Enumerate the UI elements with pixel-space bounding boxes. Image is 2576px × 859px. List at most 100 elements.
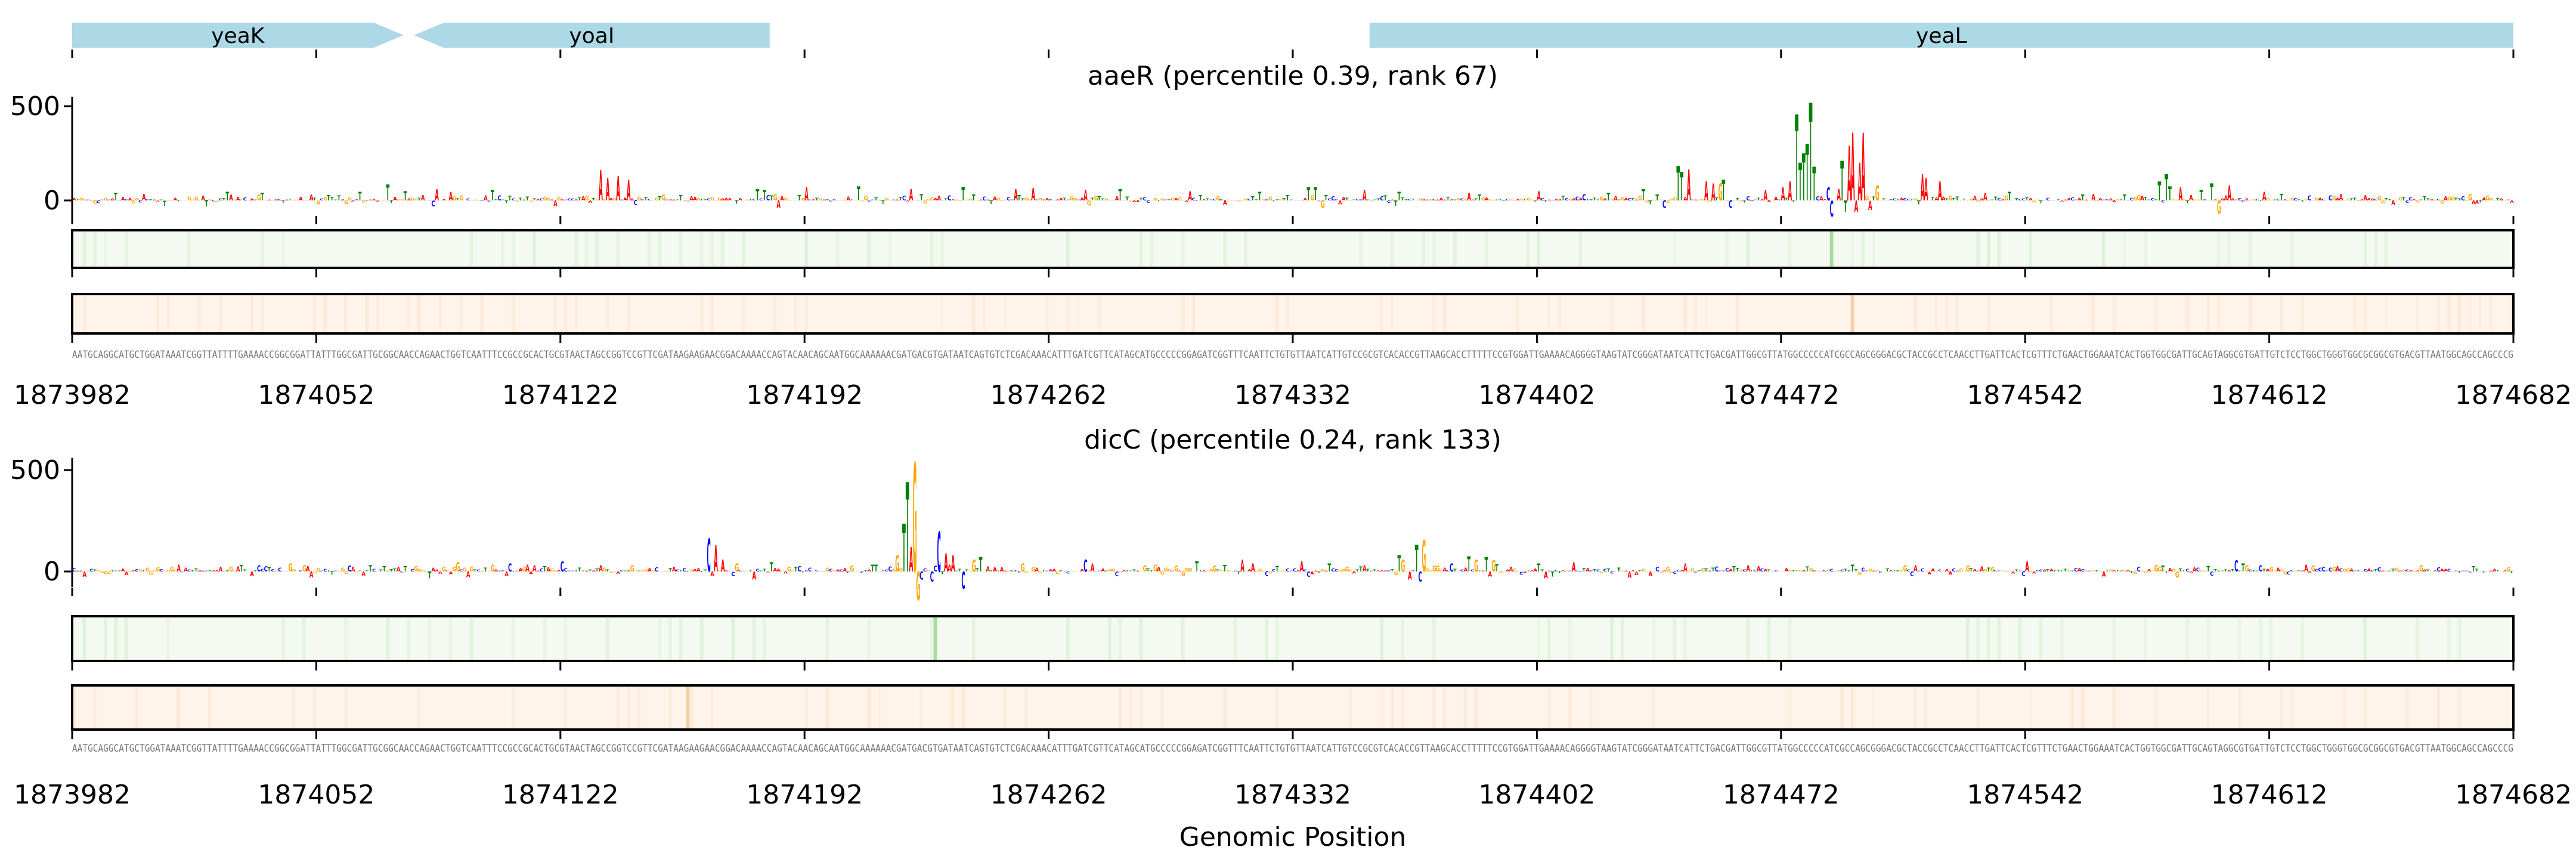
heatmap-cell <box>1767 616 1771 661</box>
logo-letter: A <box>198 570 202 572</box>
logo-letter: T <box>484 567 487 573</box>
logo-letter: G <box>340 567 345 573</box>
heatmap-cell <box>2091 294 2095 333</box>
heatmap-cell <box>605 294 609 333</box>
logo-letter: A <box>1485 197 1490 202</box>
logo-letter: A <box>2102 571 2106 579</box>
logo-letter: C <box>261 568 265 573</box>
logo-letter: A <box>672 200 676 201</box>
logo-letter: A <box>1851 115 1855 223</box>
logo-letter: G <box>2440 199 2444 205</box>
logo-letter: G <box>1568 199 1572 201</box>
logo-letter: G <box>2464 200 2469 202</box>
logo-letter: A <box>532 564 537 574</box>
logo-letter: A <box>2308 571 2312 573</box>
logo-letter: A <box>2412 199 2416 200</box>
logo-letter: G <box>89 200 94 202</box>
logo-letter: C <box>219 198 222 201</box>
logo-letter: T <box>2454 197 2458 201</box>
logo-letter: C <box>1673 571 1676 575</box>
x-tick-label: 1873982 <box>14 380 131 410</box>
logo-letter: T <box>1373 200 1377 201</box>
logo-letter: C <box>2364 569 2367 573</box>
logo-letter: A <box>728 197 732 201</box>
logo-letter: T <box>606 569 609 572</box>
logo-letter: T <box>1286 193 1289 202</box>
heatmap-cell <box>1620 616 1624 661</box>
logo-letter: C <box>1234 571 1238 572</box>
logo-letter: T <box>1750 570 1754 572</box>
x-tick-label: 1874402 <box>1478 380 1595 410</box>
logo-letter: G <box>107 571 111 575</box>
logo-letter: A <box>948 563 952 574</box>
logo-letter: T <box>2472 564 2475 573</box>
logo-letter: G <box>1370 200 1374 202</box>
logo-letter: C <box>2329 567 2332 573</box>
heatmap-cell <box>699 616 704 661</box>
logo-letter: G <box>2091 570 2095 572</box>
logo-letter: T <box>2008 190 2011 203</box>
logo-letter: G <box>665 571 669 572</box>
logo-letter: C <box>278 199 282 201</box>
heatmap-cell <box>2489 294 2493 333</box>
heatmap-cell <box>982 294 986 333</box>
logo-letter: A <box>2032 571 2036 574</box>
heatmap-cell <box>2112 616 2116 661</box>
logo-letter: G <box>1206 571 1210 572</box>
logo-letter: C <box>2021 571 2025 578</box>
logo-letter: C <box>1812 570 1816 572</box>
logo-letter: G <box>1422 532 1426 582</box>
logo-letter: T <box>2046 568 2049 573</box>
heatmap-cell <box>2467 294 2472 333</box>
logo-letter: T <box>1715 197 1719 202</box>
logo-letter: A <box>2416 570 2420 572</box>
logo-letter: C <box>1306 570 1310 579</box>
logo-letter: A <box>1949 570 1953 576</box>
heatmap-cell <box>1840 685 1844 730</box>
heatmap-cell <box>710 685 714 730</box>
logo-letter: A <box>1802 570 1807 573</box>
logo-letter: C <box>1212 199 1216 202</box>
logo-letter: A <box>2049 568 2054 573</box>
logo-letter: T <box>1540 569 1544 572</box>
logo-letter: T <box>589 569 592 572</box>
logo-letter: C <box>540 198 543 201</box>
heatmap-cell <box>2154 294 2158 333</box>
logo-letter: T <box>208 570 212 572</box>
heatmap-cell <box>292 685 296 730</box>
logo-letter: C <box>271 568 274 573</box>
logo-letter: C <box>860 571 865 573</box>
logo-letter: T <box>1589 199 1593 201</box>
logo-letter: G <box>2270 567 2274 573</box>
logo-letter: A <box>979 199 983 200</box>
logo-letter: T <box>417 197 422 202</box>
logo-letter: T <box>2165 168 2168 209</box>
heatmap-cell <box>1181 230 1185 268</box>
logo-letter: C <box>1547 571 1552 572</box>
logo-letter: A <box>2231 198 2236 201</box>
logo-letter: T <box>337 195 340 202</box>
logo-letter: A <box>1310 571 1314 576</box>
logo-letter: T <box>770 194 773 203</box>
heatmap-cell <box>1139 616 1143 661</box>
heatmap-cell <box>1976 616 1980 661</box>
logo-letter: A <box>142 192 146 202</box>
logo-letter: T <box>1010 200 1014 201</box>
logo-letter: G <box>1321 568 1325 573</box>
logo-letter: C <box>1083 556 1087 575</box>
logo-letter: C <box>466 198 470 201</box>
logo-letter: A <box>2025 560 2029 576</box>
heatmap-cell <box>1725 230 1729 268</box>
logo-letter: A <box>574 199 578 200</box>
logo-letter: A <box>630 198 634 201</box>
logo-letter: A <box>1662 570 1667 572</box>
logo-letter: T <box>1680 165 1683 210</box>
logo-letter: C <box>2249 569 2252 572</box>
logo-letter: T <box>404 564 407 573</box>
logo-letter: T <box>2252 570 2256 572</box>
logo-letter: G <box>442 566 446 573</box>
logo-letter: T <box>1544 200 1547 203</box>
logo-letter: C <box>1816 196 1820 203</box>
logo-letter: T <box>749 199 753 201</box>
